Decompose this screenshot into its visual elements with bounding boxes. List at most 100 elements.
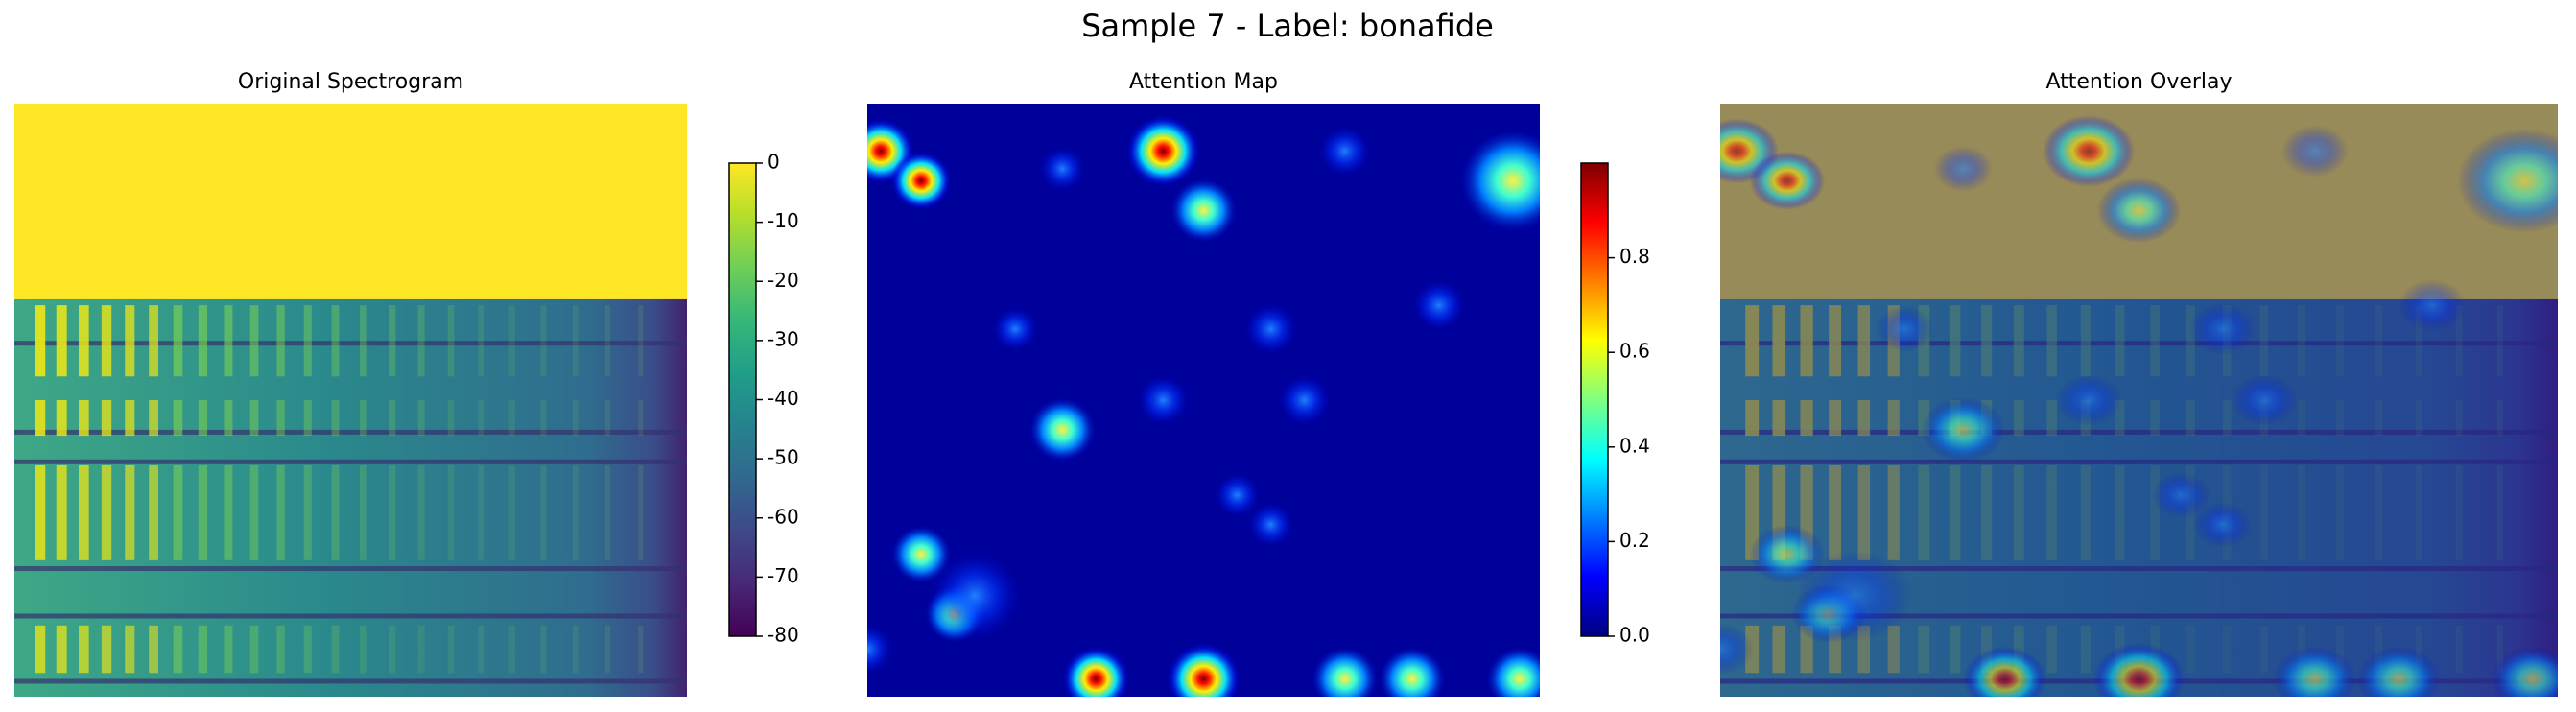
spectrogram-top xyxy=(14,104,687,299)
spectrogram-harmonic xyxy=(101,400,112,437)
spectrogram-harmonic xyxy=(125,305,135,377)
spectrogram-harmonic xyxy=(360,305,367,377)
spectrogram-band xyxy=(1720,613,2558,619)
spectrogram-band xyxy=(14,341,687,346)
spectrogram-harmonic xyxy=(224,625,233,674)
attention-blob xyxy=(1933,146,1993,192)
spectrogram-harmonic xyxy=(125,464,135,560)
spectrogram-harmonic xyxy=(1981,625,1993,674)
spectrogram-harmonic xyxy=(2259,305,2268,377)
spectrogram-body xyxy=(14,298,687,697)
spectrogram-harmonic xyxy=(149,400,159,437)
spectrogram-harmonic xyxy=(173,400,183,437)
attention-blob xyxy=(1170,178,1238,244)
spectrogram-harmonic xyxy=(508,400,515,437)
spectrogram-harmonic xyxy=(331,400,340,437)
spectrogram-harmonic xyxy=(638,625,644,674)
attention-blob xyxy=(1277,373,1332,427)
spectrogram-harmonic xyxy=(1745,400,1760,437)
spectrogram-band xyxy=(14,566,687,572)
colorbar-tick-label: -80 xyxy=(768,624,799,647)
spectrogram-band xyxy=(1720,341,2558,346)
spectrogram-harmonic xyxy=(173,464,183,560)
attention-blob xyxy=(867,623,895,676)
attention-blob xyxy=(1485,646,1540,697)
spectrogram-harmonic xyxy=(1800,305,1813,377)
spectrogram-harmonic xyxy=(1918,464,1930,560)
spectrogram-harmonic xyxy=(360,625,367,674)
spectrogram-harmonic xyxy=(478,400,484,437)
spectrogram-harmonic xyxy=(2259,464,2268,560)
spectrogram-harmonic xyxy=(1887,625,1900,674)
spectrogram-harmonic xyxy=(2336,625,2344,674)
attention-blob xyxy=(1062,646,1130,697)
spectrogram-harmonic xyxy=(125,625,135,674)
spectrogram-harmonic xyxy=(417,625,425,674)
spectrogram-harmonic xyxy=(389,400,396,437)
spectrogram-harmonic xyxy=(2259,625,2268,674)
spectrogram-harmonic xyxy=(2336,400,2344,437)
spectrogram-harmonic xyxy=(447,400,455,437)
spectrogram-harmonic xyxy=(1949,625,1961,674)
spectrogram-harmonic xyxy=(2080,625,2091,674)
spectrogram-harmonic xyxy=(149,625,159,674)
spectrogram-harmonic xyxy=(2080,305,2091,377)
spectrogram-harmonic xyxy=(56,305,67,377)
spectrogram-harmonic xyxy=(540,625,547,674)
attention-blob xyxy=(1214,472,1262,518)
spectrogram-harmonic xyxy=(540,464,547,560)
attention-blob xyxy=(1921,396,2005,463)
spectrogram-harmonic xyxy=(572,400,579,437)
spectrogram-harmonic xyxy=(572,305,579,377)
colorbar-tick-label: 0.2 xyxy=(1619,529,1650,552)
spectrogram-harmonic xyxy=(249,305,259,377)
attention-blob xyxy=(1378,646,1446,697)
spectrogram-band xyxy=(1720,459,2558,464)
spectrogram-harmonic xyxy=(303,400,312,437)
attention-blob xyxy=(1720,623,1754,676)
spectrogram-harmonic xyxy=(540,305,547,377)
attention-blob xyxy=(928,550,1023,642)
colorbar-tick-label: -30 xyxy=(768,327,799,350)
spectrogram-harmonic xyxy=(572,625,579,674)
attention-blob xyxy=(1875,306,1934,352)
spectrogram-harmonic xyxy=(1857,464,1871,560)
spectrogram-harmonic xyxy=(198,305,208,377)
attention-blob xyxy=(991,306,1039,352)
colorbar-tick-label: -40 xyxy=(768,387,799,410)
spectrogram-harmonic xyxy=(2046,625,2057,674)
spectrogram-harmonic xyxy=(303,464,312,560)
spectrogram-harmonic xyxy=(417,464,425,560)
spectrogram-harmonic xyxy=(2186,400,2195,437)
spectrogram-harmonic xyxy=(1857,305,1871,377)
spectrogram-harmonic xyxy=(1772,305,1786,377)
spectrogram-harmonic xyxy=(2150,305,2160,377)
spectrogram-harmonic xyxy=(173,625,183,674)
attention-blob xyxy=(1411,278,1466,332)
spectrogram-harmonic xyxy=(508,625,515,674)
attention-blob xyxy=(2151,472,2210,518)
spectrogram-harmonic xyxy=(2336,305,2344,377)
spectrogram-harmonic xyxy=(2455,625,2463,674)
spectrogram-harmonic xyxy=(572,464,579,560)
spectrogram-harmonic xyxy=(2013,464,2024,560)
spectrogram-harmonic xyxy=(2455,400,2463,437)
spectrogram-harmonic xyxy=(2046,400,2057,437)
spectrogram-harmonic xyxy=(1857,400,1871,437)
spectrogram-harmonic xyxy=(2455,464,2463,560)
spectrogram-harmonic xyxy=(360,400,367,437)
spectrogram-harmonic xyxy=(35,625,46,674)
spectrogram-harmonic xyxy=(56,400,67,437)
attention-blob xyxy=(2193,501,2253,548)
spectrogram-harmonic xyxy=(447,625,455,674)
attention-blob xyxy=(2043,115,2136,187)
spectrogram-harmonic xyxy=(101,305,112,377)
colorbar-tick-label: -50 xyxy=(768,446,799,469)
spectrogram-harmonic xyxy=(2375,400,2383,437)
spectrogram-harmonic xyxy=(1949,305,1961,377)
attention-blob xyxy=(1317,125,1372,178)
spectrogram-harmonic xyxy=(2150,464,2160,560)
spectrogram-harmonic xyxy=(1829,305,1842,377)
spectrogram-harmonic xyxy=(2046,464,2057,560)
figure-title: Sample 7 - Label: bonafide xyxy=(1081,8,1494,44)
